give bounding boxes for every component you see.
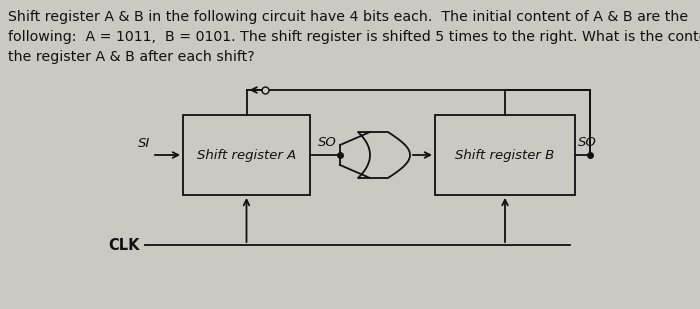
Text: CLK: CLK <box>108 238 140 252</box>
Text: Shift register A: Shift register A <box>197 149 296 162</box>
Text: SI: SI <box>138 137 150 150</box>
Text: following:  A = 1011,  B = 0101. The shift register is shifted 5 times to the ri: following: A = 1011, B = 0101. The shift… <box>8 30 700 44</box>
Text: Shift register A & B in the following circuit have 4 bits each.  The initial con: Shift register A & B in the following ci… <box>8 10 688 24</box>
Bar <box>183 115 310 195</box>
Text: SO: SO <box>578 136 596 149</box>
Text: the register A & B after each shift?: the register A & B after each shift? <box>8 50 255 64</box>
Bar <box>435 115 575 195</box>
Polygon shape <box>358 132 410 178</box>
Text: Shift register B: Shift register B <box>456 149 554 162</box>
Text: SO: SO <box>318 136 337 149</box>
